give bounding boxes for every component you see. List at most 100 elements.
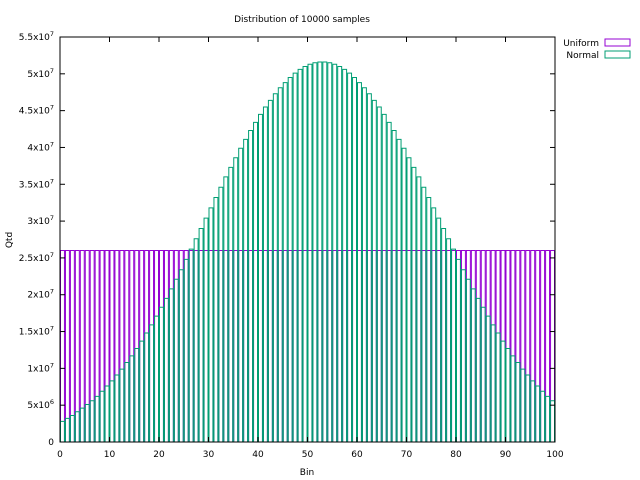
uniform-bar xyxy=(352,250,357,442)
normal-bar xyxy=(262,106,268,442)
uniform-bar xyxy=(510,250,516,442)
uniform-bar xyxy=(134,250,140,442)
uniform-bar xyxy=(347,250,353,442)
normal-bar xyxy=(441,227,447,442)
uniform-bar xyxy=(480,250,486,442)
normal-bar xyxy=(515,361,521,442)
legend: Uniform Normal xyxy=(563,38,631,61)
x-tick-label: 20 xyxy=(153,450,165,460)
uniform-bar xyxy=(262,250,268,442)
uniform-bar xyxy=(520,250,526,442)
legend-item-uniform: Uniform xyxy=(563,38,631,49)
uniform-bar xyxy=(89,250,95,442)
normal-bar xyxy=(173,278,179,442)
uniform-bar xyxy=(495,250,501,442)
normal-bar xyxy=(411,166,417,442)
normal-bar xyxy=(134,347,140,442)
normal-bar xyxy=(154,315,159,442)
y-tick-label: 1x107 xyxy=(27,361,54,374)
normal-bar xyxy=(386,121,392,442)
normal-bar xyxy=(282,82,288,442)
normal-bar xyxy=(456,258,461,442)
normal-bar xyxy=(193,238,199,442)
uniform-bar xyxy=(550,250,555,442)
normal-bar xyxy=(530,380,536,442)
uniform-bar xyxy=(426,250,432,442)
uniform-bar xyxy=(193,250,199,442)
x-tick-label: 0 xyxy=(57,450,63,460)
uniform-bar xyxy=(79,250,85,442)
normal-bar xyxy=(272,93,278,442)
uniform-bar xyxy=(470,250,476,442)
uniform-bar xyxy=(332,250,338,442)
uniform-bar xyxy=(149,250,155,442)
normal-bar xyxy=(297,68,303,442)
uniform-bar xyxy=(233,250,239,442)
y-tick-label: 1.5x107 xyxy=(19,325,54,338)
y-tick-label: 2x107 xyxy=(27,288,54,301)
uniform-bar xyxy=(485,250,491,442)
uniform-bar xyxy=(287,250,293,442)
normal-bar xyxy=(84,403,90,442)
x-axis-label: Bin xyxy=(300,468,314,478)
normal-bar xyxy=(545,395,551,442)
uniform-bar xyxy=(535,250,541,442)
uniform-bar xyxy=(411,250,417,442)
uniform-bar xyxy=(104,250,110,442)
uniform-bar xyxy=(302,250,308,442)
uniform-bar xyxy=(228,250,234,442)
normal-bar xyxy=(332,63,338,442)
uniform-bar xyxy=(94,250,100,442)
normal-bar xyxy=(109,380,115,442)
uniform-bar xyxy=(490,250,496,442)
normal-bar xyxy=(139,340,145,442)
normal-bar xyxy=(163,297,169,442)
y-tick-label: 4x107 xyxy=(27,140,54,153)
normal-bar xyxy=(292,72,298,442)
normal-bar xyxy=(243,138,249,442)
legend-swatch-uniform xyxy=(604,38,631,47)
normal-bar xyxy=(198,227,204,442)
normal-bar xyxy=(426,197,432,442)
uniform-bar xyxy=(322,250,328,442)
x-tick-label: 80 xyxy=(450,450,462,460)
normal-bar xyxy=(416,176,422,442)
uniform-bar xyxy=(396,250,402,442)
uniform-bar xyxy=(178,250,184,442)
normal-bar xyxy=(401,147,407,442)
normal-bar xyxy=(267,99,273,442)
uniform-bar xyxy=(361,250,367,442)
normal-bar xyxy=(99,390,105,442)
uniform-bar xyxy=(401,250,407,442)
uniform-bar xyxy=(530,250,536,442)
y-axis-label: Qtd xyxy=(5,232,15,248)
normal-bar xyxy=(114,374,120,442)
uniform-bar xyxy=(421,250,427,442)
normal-bar xyxy=(342,68,348,442)
uniform-bar xyxy=(109,250,115,442)
uniform-bar xyxy=(386,250,392,442)
uniform-bar xyxy=(183,250,189,442)
normal-bar xyxy=(327,62,333,442)
normal-bar xyxy=(475,297,481,442)
normal-bar xyxy=(510,355,516,442)
normal-bar xyxy=(287,77,293,442)
uniform-bar xyxy=(342,250,348,442)
normal-bar xyxy=(376,106,382,442)
uniform-bar xyxy=(248,250,254,442)
y-tick-label: 5.5x107 xyxy=(19,30,54,43)
uniform-bar xyxy=(243,250,249,442)
uniform-bar xyxy=(337,250,343,442)
uniform-bar xyxy=(163,250,169,442)
normal-bar xyxy=(104,385,110,442)
uniform-bar xyxy=(119,250,125,442)
y-tick-label: 3.5x107 xyxy=(19,177,54,190)
x-axis: 0 10 20 30 40 50 60 70 80 90 100 xyxy=(57,37,564,460)
uniform-bar xyxy=(297,250,303,442)
normal-bar xyxy=(322,61,328,442)
uniform-bar xyxy=(376,250,382,442)
normal-bar xyxy=(159,306,164,442)
normal-bar xyxy=(183,258,189,442)
normal-bar xyxy=(446,238,452,442)
normal-bar xyxy=(149,324,155,442)
